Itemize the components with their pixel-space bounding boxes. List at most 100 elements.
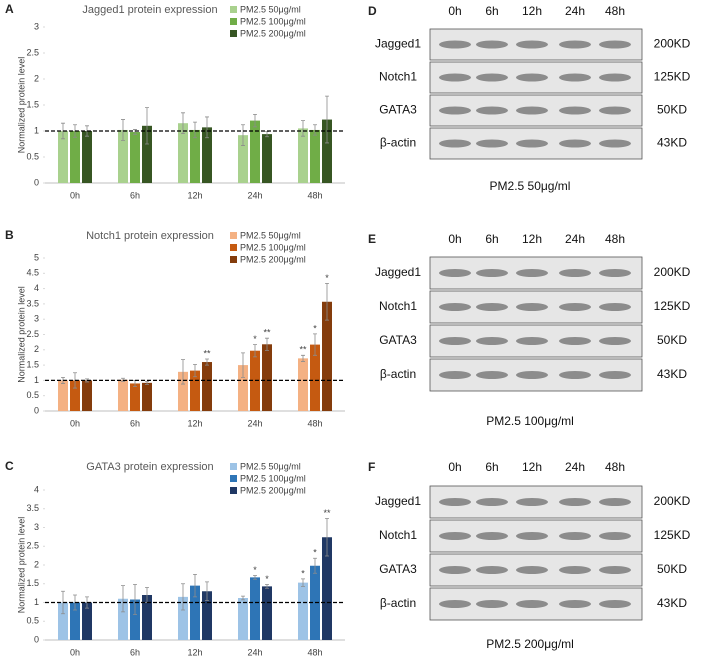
y-axis-label: Normalized protein level — [16, 286, 26, 383]
lane-label: 48h — [605, 4, 625, 18]
bar — [118, 129, 128, 183]
error-bar — [313, 333, 317, 356]
panel-label: F — [368, 460, 375, 474]
protein-label: Notch1 — [379, 299, 417, 313]
lane-label: 12h — [522, 460, 542, 474]
x-tick-label: 6h — [130, 647, 140, 657]
blot-band — [516, 532, 548, 540]
blot-band — [439, 73, 471, 82]
x-tick-label: 0h — [70, 190, 80, 200]
error-bar — [301, 354, 305, 362]
lane-label: 12h — [522, 4, 542, 18]
size-label: 50KD — [657, 103, 687, 117]
error-bar — [205, 358, 209, 366]
blot-band — [516, 303, 548, 311]
significance-mark: * — [313, 323, 317, 333]
legend-label: PM2.5 50μg/ml — [240, 230, 301, 240]
blot-band — [559, 40, 591, 49]
blot-band — [476, 106, 508, 115]
bar — [202, 591, 212, 640]
y-tick-label: 2 — [34, 73, 39, 83]
lane-label: 24h — [565, 460, 585, 474]
size-label: 43KD — [657, 136, 687, 150]
bar — [178, 596, 188, 640]
bar — [262, 134, 272, 183]
bar — [250, 120, 260, 183]
size-label: 50KD — [657, 333, 687, 347]
legend-label: PM2.5 100μg/ml — [240, 473, 306, 483]
bar — [298, 582, 308, 640]
size-label: 200KD — [654, 494, 691, 508]
lane-label: 24h — [565, 232, 585, 246]
error-bar — [265, 584, 269, 589]
x-tick-label: 48h — [307, 647, 322, 657]
significance-mark: ** — [203, 348, 211, 358]
y-tick-label: 2 — [34, 344, 39, 354]
bar — [190, 370, 200, 411]
error-bar — [265, 337, 269, 351]
blot-band — [516, 40, 548, 49]
blot-band — [476, 269, 508, 277]
x-tick-label: 12h — [187, 190, 202, 200]
bar — [322, 301, 332, 411]
protein-label: GATA3 — [379, 103, 417, 117]
legend-swatch — [230, 256, 237, 263]
protein-label: β-actin — [380, 136, 416, 150]
significance-mark: ** — [263, 328, 271, 338]
x-tick-label: 6h — [130, 418, 140, 428]
size-label: 125KD — [654, 299, 691, 313]
blot-caption: PM2.5 50μg/ml — [490, 179, 571, 193]
blot-band — [516, 371, 548, 379]
y-axis-label: Normalized protein level — [16, 57, 26, 154]
protein-label: Jagged1 — [375, 494, 421, 508]
protein-label: Jagged1 — [375, 37, 421, 51]
error-bar — [193, 364, 197, 378]
error-bar — [121, 119, 125, 141]
blot-band — [439, 269, 471, 277]
legend-label: PM2.5 50μg/ml — [240, 4, 301, 14]
legend-label: PM2.5 100μg/ml — [240, 16, 306, 26]
blot-band — [439, 139, 471, 148]
bar — [238, 135, 248, 183]
error-bar — [313, 557, 317, 574]
error-bar — [205, 581, 209, 602]
significance-mark: * — [253, 334, 257, 344]
significance-mark: ** — [323, 508, 331, 518]
size-label: 50KD — [657, 562, 687, 576]
protein-label: Notch1 — [379, 528, 417, 542]
blot-band — [476, 371, 508, 379]
panel-label: A — [5, 2, 14, 16]
error-bar — [301, 578, 305, 587]
x-tick-label: 24h — [247, 190, 262, 200]
blot-band — [599, 498, 631, 506]
error-bar — [241, 595, 245, 601]
y-tick-label: 4 — [34, 283, 39, 293]
error-bar — [121, 585, 125, 613]
panel-label: D — [368, 4, 377, 18]
y-tick-label: 3.5 — [26, 503, 39, 513]
error-bar — [181, 583, 185, 611]
blot-band — [516, 73, 548, 82]
error-bar — [313, 124, 317, 136]
blot-band — [476, 40, 508, 49]
error-bar — [193, 121, 197, 139]
protein-label: GATA3 — [379, 333, 417, 347]
bar — [70, 380, 80, 411]
size-label: 125KD — [654, 70, 691, 84]
lane-label: 0h — [448, 460, 461, 474]
bar — [178, 371, 188, 411]
blot-band — [559, 303, 591, 311]
error-bar — [241, 352, 245, 378]
error-bar — [133, 129, 137, 136]
bar — [58, 380, 68, 411]
y-tick-label: 1.5 — [26, 359, 39, 369]
blot-band — [516, 269, 548, 277]
y-tick-label: 0 — [34, 405, 39, 415]
x-tick-label: 48h — [307, 418, 322, 428]
size-label: 200KD — [654, 265, 691, 279]
blot-band — [439, 600, 471, 608]
significance-mark: * — [301, 568, 305, 578]
y-tick-label: 3 — [34, 314, 39, 324]
blot-band — [599, 269, 631, 277]
